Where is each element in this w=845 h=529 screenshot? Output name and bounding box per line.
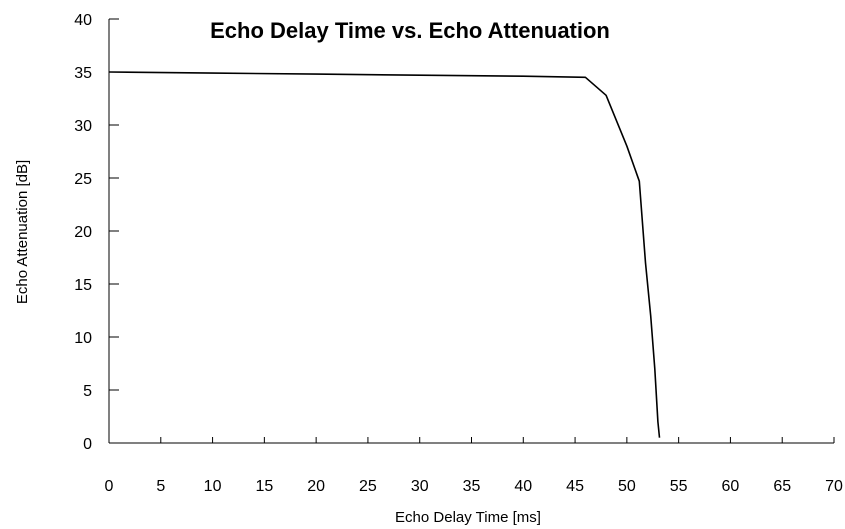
x-tick-label-35: 35 [463, 478, 481, 495]
axes [108, 19, 834, 444]
y-tick-label-40: 40 [74, 12, 92, 29]
y-tick-label-0: 0 [83, 436, 92, 453]
x-tick-label-50: 50 [618, 478, 636, 495]
x-tick-label-5: 5 [156, 478, 165, 495]
y-tick-label-20: 20 [74, 224, 92, 241]
x-tick-label-0: 0 [105, 478, 114, 495]
y-axis-label: Echo Attenuation [dB] [14, 160, 31, 304]
y-tick-label-25: 25 [74, 171, 92, 188]
x-tick-label-55: 55 [670, 478, 688, 495]
x-tick-label-15: 15 [255, 478, 273, 495]
series-line-0 [108, 71, 661, 438]
x-tick-label-65: 65 [773, 478, 791, 495]
y-tick-label-10: 10 [74, 330, 92, 347]
x-tick-label-20: 20 [307, 478, 325, 495]
x-tick-label-10: 10 [204, 478, 222, 495]
x-tick-label-60: 60 [722, 478, 740, 495]
data-series [108, 71, 661, 438]
y-tick-label-35: 35 [74, 65, 92, 82]
x-tick-label-25: 25 [359, 478, 377, 495]
y-tick-label-30: 30 [74, 118, 92, 135]
x-tick-label-70: 70 [825, 478, 843, 495]
x-tick-label-40: 40 [514, 478, 532, 495]
chart-title: Echo Delay Time vs. Echo Attenuation [210, 18, 610, 43]
y-tick-label-15: 15 [74, 277, 92, 294]
tick-marks [108, 18, 835, 444]
tick-labels: 0 5 10 15 20 25 30 35 40 45 50 55 60 65 70 0 5 10 15 20 25 30… [74, 12, 843, 495]
x-tick-label-45: 45 [566, 478, 584, 495]
y-tick-label-5: 5 [83, 383, 92, 400]
x-axis-label: Echo Delay Time [ms] [395, 509, 541, 526]
x-tick-label-30: 30 [411, 478, 429, 495]
